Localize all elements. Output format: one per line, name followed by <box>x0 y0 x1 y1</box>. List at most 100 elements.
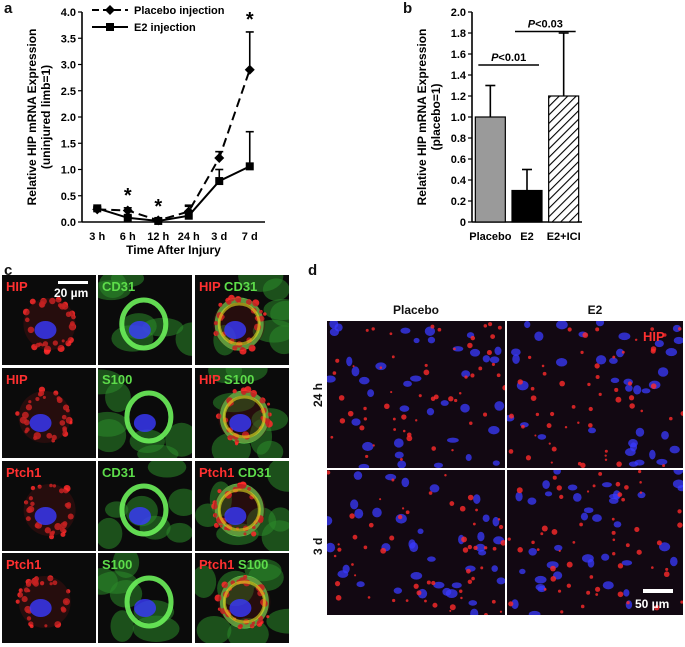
hip-puncta <box>430 324 435 329</box>
micrograph-label-green: CD31 <box>234 465 272 480</box>
hip-puncta <box>488 322 493 327</box>
x-tick-label: 12 h <box>147 231 169 243</box>
hip-puncta <box>624 485 629 490</box>
nucleus <box>630 442 638 452</box>
hip-puncta <box>536 548 540 551</box>
hip-puncta <box>363 545 368 550</box>
nucleus <box>515 491 523 502</box>
red-puncta <box>234 295 242 303</box>
hip-puncta <box>428 491 433 495</box>
hip-puncta <box>535 412 540 417</box>
red-puncta <box>256 621 263 627</box>
hip-puncta <box>616 461 622 467</box>
nucleus <box>358 376 370 385</box>
red-puncta <box>213 330 219 337</box>
tissue-image-r1-c1 <box>327 321 505 468</box>
hip-puncta <box>492 546 497 551</box>
nucleus <box>512 354 520 364</box>
micrograph-image <box>22 296 77 355</box>
data-point-square <box>184 211 193 220</box>
nucleus <box>519 568 526 575</box>
red-puncta <box>30 501 35 507</box>
nucleus <box>346 356 353 367</box>
nucleus <box>351 418 361 426</box>
nucleus <box>410 572 423 580</box>
hip-puncta <box>426 580 431 585</box>
row-label: 3 d <box>311 537 325 555</box>
nucleus <box>613 521 622 528</box>
nucleus <box>470 608 479 615</box>
hip-puncta <box>580 350 584 355</box>
hip-puncta <box>678 327 682 331</box>
hip-puncta <box>550 461 553 464</box>
hip-puncta <box>367 596 371 599</box>
red-puncta <box>33 432 41 440</box>
legend-label: Placebo injection <box>134 5 225 17</box>
micrograph-label-green: S100 <box>220 372 255 387</box>
hip-puncta <box>530 395 537 402</box>
red-puncta <box>61 414 67 420</box>
nucleus <box>327 375 336 383</box>
hip-puncta <box>543 588 547 591</box>
hip-puncta <box>424 363 428 367</box>
hip-puncta <box>466 568 471 574</box>
nucleus <box>542 480 550 489</box>
hip-puncta <box>464 375 468 379</box>
red-puncta <box>59 420 66 426</box>
red-puncta <box>28 496 34 501</box>
red-puncta <box>217 518 221 522</box>
red-puncta <box>69 321 75 327</box>
x-tick-label: 3 d <box>211 231 227 243</box>
hip-puncta <box>546 423 552 429</box>
micrograph-r4-c3: Ptch1 S100 <box>195 553 289 643</box>
x-tick-label: Placebo <box>469 231 511 243</box>
hip-puncta <box>424 599 427 603</box>
green-blob <box>168 488 192 517</box>
row-label: 24 h <box>311 382 325 407</box>
red-puncta <box>243 532 247 536</box>
nucleus <box>34 321 57 339</box>
hip-puncta <box>572 540 576 544</box>
nucleus <box>394 451 404 459</box>
red-puncta <box>15 411 20 416</box>
nucleus <box>528 547 537 556</box>
micrograph-image <box>98 553 180 643</box>
data-point-diamond <box>214 152 225 163</box>
hip-puncta <box>577 421 580 424</box>
legend-marker <box>106 23 114 31</box>
hip-puncta <box>397 514 403 520</box>
hip-puncta <box>483 546 488 550</box>
hip-puncta <box>531 540 535 545</box>
nucleus <box>494 401 505 411</box>
nucleus <box>534 331 544 342</box>
nucleus <box>469 348 481 357</box>
significance-star: * <box>154 196 162 218</box>
nucleus <box>491 565 498 572</box>
red-puncta <box>59 303 66 310</box>
hip-puncta <box>490 334 496 339</box>
hip-puncta <box>363 406 367 411</box>
nucleus <box>375 362 387 371</box>
nucleus <box>429 484 440 493</box>
nucleus <box>672 479 683 489</box>
nucleus <box>492 516 500 527</box>
hip-puncta <box>497 518 501 521</box>
micrograph-image <box>213 275 289 356</box>
hip-puncta <box>586 490 590 493</box>
data-point-square <box>215 177 224 186</box>
red-puncta <box>237 482 242 488</box>
hip-puncta <box>551 529 558 535</box>
hip-puncta <box>550 565 556 572</box>
hip-puncta <box>517 547 523 553</box>
hip-puncta <box>621 350 625 354</box>
hip-puncta <box>612 355 616 359</box>
hip-puncta <box>460 596 463 600</box>
red-puncta <box>226 299 232 305</box>
hip-puncta <box>566 561 573 568</box>
red-puncta <box>214 594 222 602</box>
hip-puncta <box>612 538 616 542</box>
hip-puncta <box>418 394 422 398</box>
nucleus <box>29 414 52 432</box>
nucleus <box>351 366 360 377</box>
red-puncta <box>23 500 29 505</box>
